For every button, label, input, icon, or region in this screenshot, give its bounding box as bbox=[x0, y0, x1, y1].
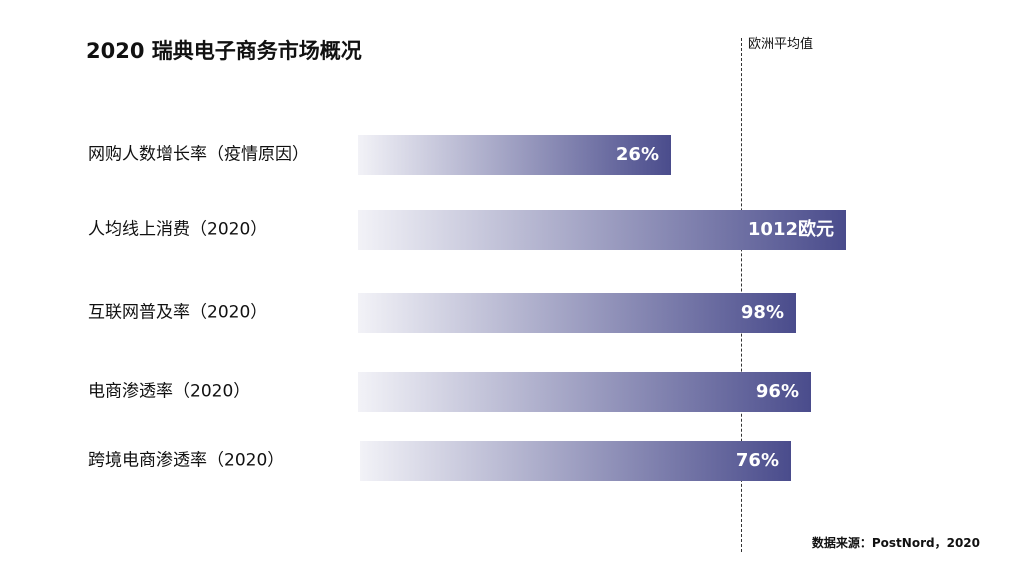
bar-value-label: 76% bbox=[735, 450, 779, 471]
category-label: 互联网普及率（2020） bbox=[88, 302, 268, 323]
bar-value-label: 1012欧元 bbox=[747, 219, 834, 240]
chart-title: 2020 瑞典电子商务市场概况 bbox=[86, 39, 362, 63]
bar-value-label: 96% bbox=[755, 381, 799, 402]
category-label: 电商渗透率（2020） bbox=[88, 381, 251, 402]
category-label: 人均线上消费（2020） bbox=[88, 219, 268, 240]
bar bbox=[360, 441, 791, 481]
category-label: 网购人数增长率（疫情原因） bbox=[88, 144, 309, 165]
reference-line-label: 欧洲平均值 bbox=[748, 37, 814, 52]
bar bbox=[358, 293, 796, 333]
bar-value-label: 26% bbox=[615, 144, 659, 165]
source-note: 数据来源：PostNord，2020 bbox=[811, 536, 980, 550]
category-label: 跨境电商渗透率（2020） bbox=[88, 450, 285, 471]
bar bbox=[358, 135, 671, 175]
bar bbox=[358, 372, 811, 412]
bar-value-label: 98% bbox=[740, 302, 784, 323]
bar bbox=[358, 210, 846, 250]
